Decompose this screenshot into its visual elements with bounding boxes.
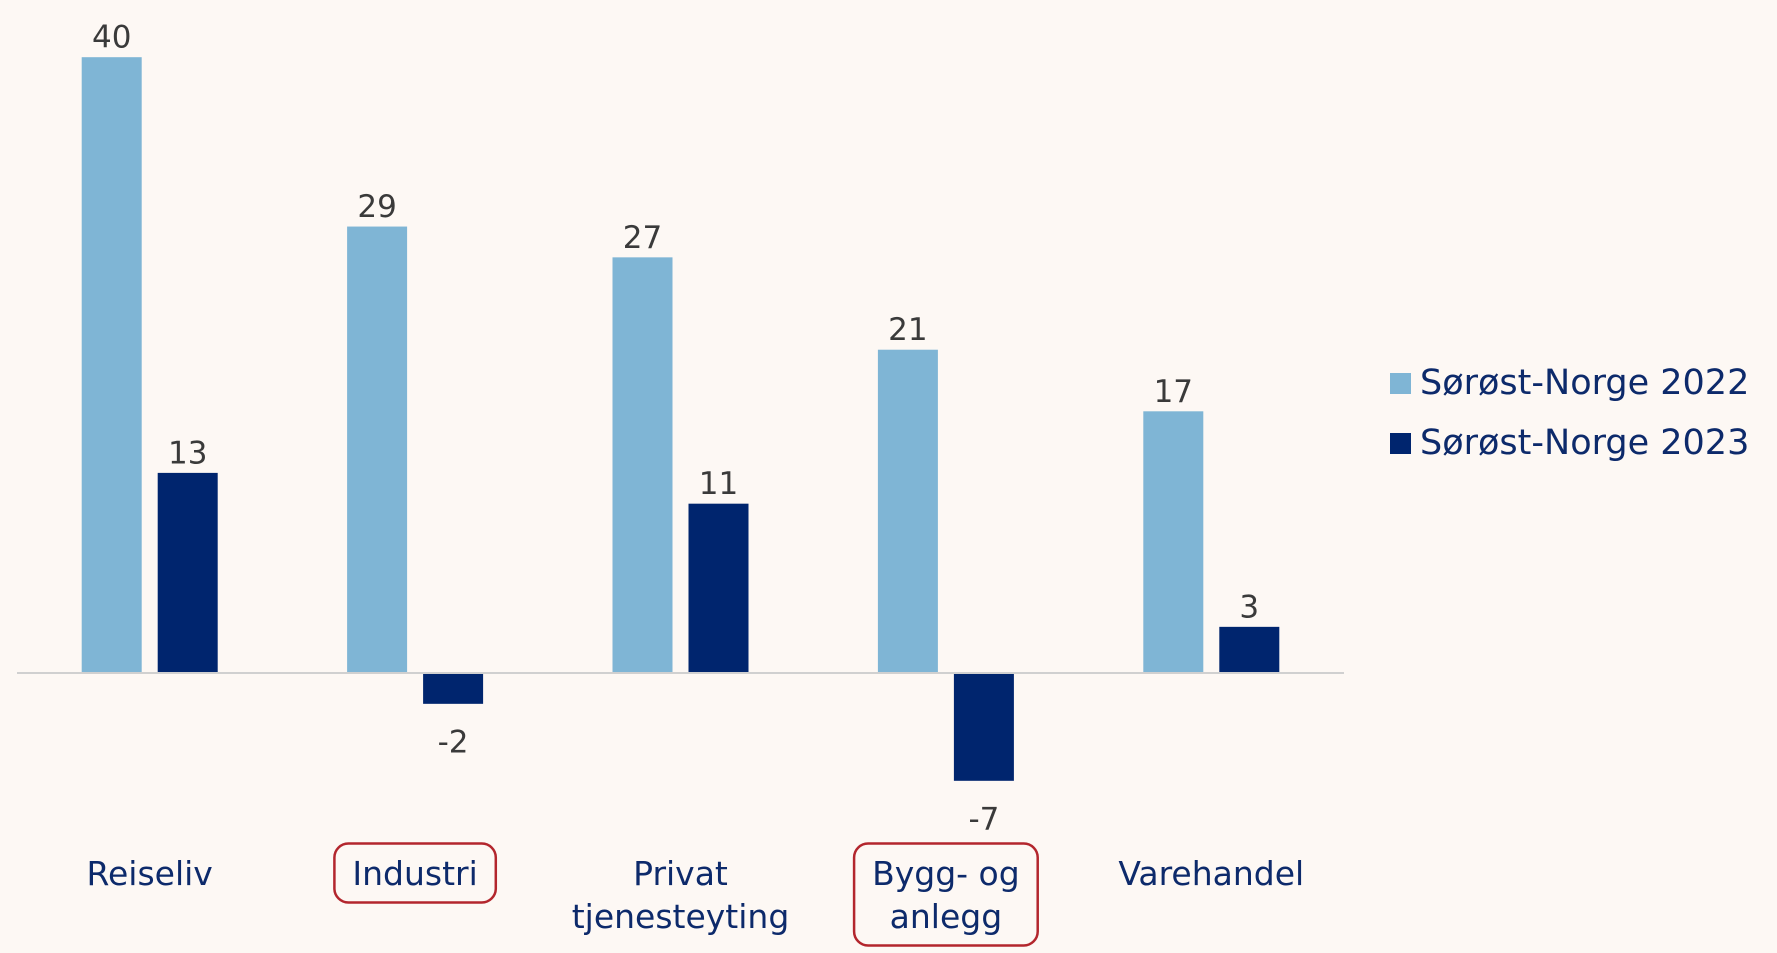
value-label: 40 bbox=[92, 20, 131, 56]
bar bbox=[423, 673, 484, 704]
value-label: -2 bbox=[438, 724, 469, 760]
value-label: 11 bbox=[699, 466, 738, 502]
value-label: -7 bbox=[968, 801, 999, 837]
legend-label: Sørøst-Norge 2022 bbox=[1420, 363, 1749, 403]
value-label: 29 bbox=[357, 189, 396, 225]
highlight-box bbox=[852, 842, 1039, 947]
bar bbox=[688, 503, 749, 674]
legend-swatch bbox=[1390, 373, 1411, 394]
value-label: 27 bbox=[623, 220, 662, 256]
value-label: 21 bbox=[888, 312, 927, 348]
legend-label: Sørøst-Norge 2023 bbox=[1420, 423, 1749, 463]
bar bbox=[157, 472, 218, 674]
x-tick-label: Privat tjenesteyting bbox=[572, 854, 790, 936]
bar bbox=[877, 349, 938, 674]
bar bbox=[347, 226, 408, 674]
value-label: 3 bbox=[1239, 589, 1259, 625]
x-tick-label: Reiseliv bbox=[87, 854, 213, 893]
bar bbox=[953, 673, 1014, 781]
highlight-box bbox=[333, 842, 498, 904]
value-label: 17 bbox=[1154, 374, 1193, 410]
x-tick-label: Industri bbox=[352, 854, 477, 893]
legend-swatch bbox=[1390, 433, 1411, 454]
bar bbox=[612, 257, 673, 674]
x-tick-label: Bygg- og anlegg bbox=[872, 854, 1020, 936]
bar bbox=[1143, 411, 1204, 674]
bar bbox=[1219, 626, 1280, 674]
value-label: 13 bbox=[168, 435, 207, 471]
x-tick-label: Varehandel bbox=[1118, 854, 1304, 893]
bar bbox=[81, 57, 142, 674]
